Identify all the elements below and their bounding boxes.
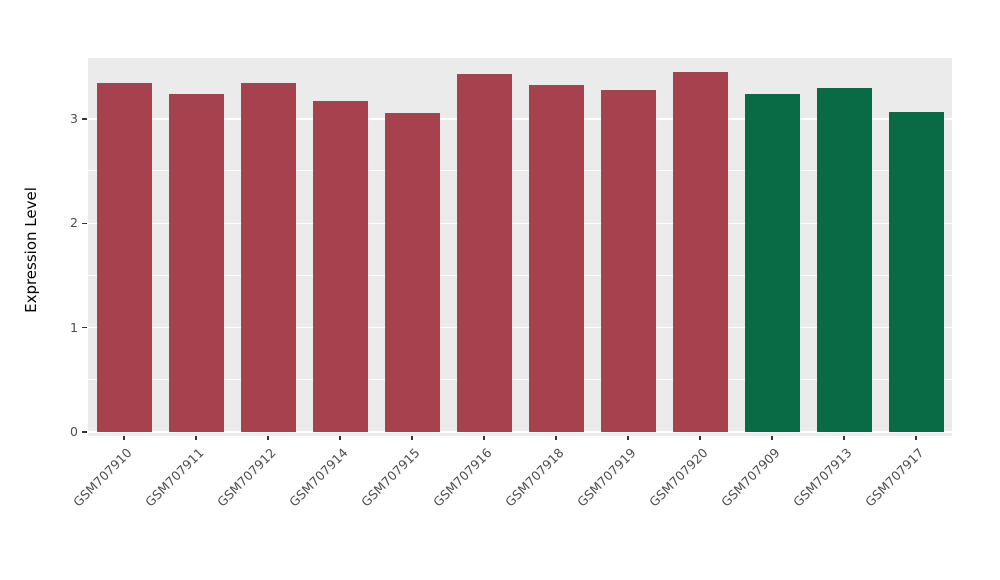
plot-panel [88,58,952,436]
bar-GSM707917 [888,111,944,432]
x-tick-mark [267,436,269,440]
gridline-major [88,118,952,120]
gridline-minor [88,274,952,276]
y-tick-mark [82,431,87,433]
x-tick-mark [915,436,917,440]
y-tick-label: 0 [70,424,78,439]
gridline-major [88,326,952,329]
x-tick-mark [771,436,773,440]
y-tick-label: 3 [70,111,78,126]
x-tick-mark [555,436,557,440]
x-tick-mark [123,436,125,440]
bar-GSM707920 [672,72,728,432]
bar-GSM707911 [168,93,224,432]
gridline-minor [88,170,952,172]
x-tick-mark [627,436,629,440]
bar-GSM707910 [96,82,152,432]
y-tick-label: 2 [70,215,78,231]
y-tick-mark [82,326,87,329]
x-tick-mark [195,436,197,440]
bar-GSM707913 [816,87,872,432]
bar-GSM707912 [240,82,296,432]
gridline-major [88,431,952,433]
y-tick-mark [82,222,87,225]
bar-GSM707914 [312,101,368,432]
x-tick-mark [843,436,845,440]
x-tick-mark [483,436,485,440]
bar-GSM707916 [456,74,512,432]
y-tick-label: 1 [70,319,78,335]
bar-GSM707909 [744,93,800,432]
bar-GSM707919 [600,89,656,432]
x-tick-mark [411,436,413,440]
bar-GSM707915 [384,112,440,432]
x-tick-mark [699,436,701,440]
gridline-minor [88,379,952,380]
bar-GSM707918 [528,84,584,432]
gridline-major [88,222,952,225]
y-tick-mark [82,118,87,120]
x-tick-mark [339,436,341,440]
